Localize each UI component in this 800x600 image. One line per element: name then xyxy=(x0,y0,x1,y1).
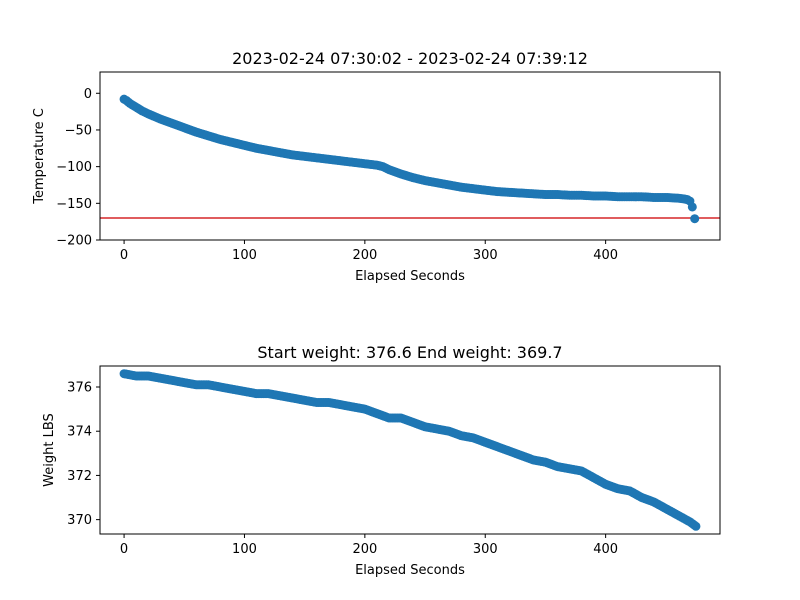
y-axis-label: Temperature C xyxy=(32,108,47,205)
data-point xyxy=(687,202,697,212)
y-tick-label: 376 xyxy=(67,381,92,396)
axes-frame xyxy=(99,71,721,241)
data-point xyxy=(689,520,699,530)
x-tick-label: 300 xyxy=(473,248,498,263)
y-tick-label: −50 xyxy=(65,123,92,138)
x-tick-label: 100 xyxy=(232,542,257,557)
y-tick-label: −150 xyxy=(56,197,92,212)
x-tick-label: 200 xyxy=(352,248,377,263)
y-tick-label: 372 xyxy=(67,469,92,484)
x-tick-label: 0 xyxy=(120,542,128,557)
x-axis-label: Elapsed Seconds xyxy=(355,563,465,578)
y-axis-label: Weight LBS xyxy=(42,413,57,487)
x-tick-label: 400 xyxy=(593,542,618,557)
data-series xyxy=(119,369,701,531)
x-tick-label: 400 xyxy=(593,248,618,263)
y-tick-label: 0 xyxy=(84,87,92,102)
x-tick-label: 100 xyxy=(232,248,257,263)
x-axis-label: Elapsed Seconds xyxy=(355,269,465,284)
axes-frame xyxy=(99,365,721,535)
data-point xyxy=(690,214,700,224)
y-tick-label: −200 xyxy=(56,234,92,249)
y-tick-label: 374 xyxy=(67,425,92,440)
chart-panel-1: 2023-02-24 07:30:02 - 2023-02-24 07:39:1… xyxy=(32,49,721,284)
x-tick-label: 200 xyxy=(352,542,377,557)
chart-panel-2: Start weight: 376.6 End weight: 369.7 0 10… xyxy=(42,343,721,578)
chart-title: Start weight: 376.6 End weight: 369.7 xyxy=(257,343,562,362)
chart-title: 2023-02-24 07:30:02 - 2023-02-24 07:39:1… xyxy=(232,49,588,68)
x-tick-label: 0 xyxy=(120,248,128,263)
y-tick-label: −100 xyxy=(56,160,92,175)
y-tick-label: 370 xyxy=(67,513,92,528)
data-series xyxy=(119,94,700,224)
x-tick-label: 300 xyxy=(473,542,498,557)
data-point xyxy=(681,194,691,204)
